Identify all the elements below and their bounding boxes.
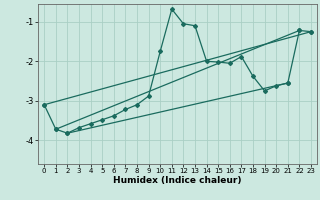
X-axis label: Humidex (Indice chaleur): Humidex (Indice chaleur)	[113, 176, 242, 185]
